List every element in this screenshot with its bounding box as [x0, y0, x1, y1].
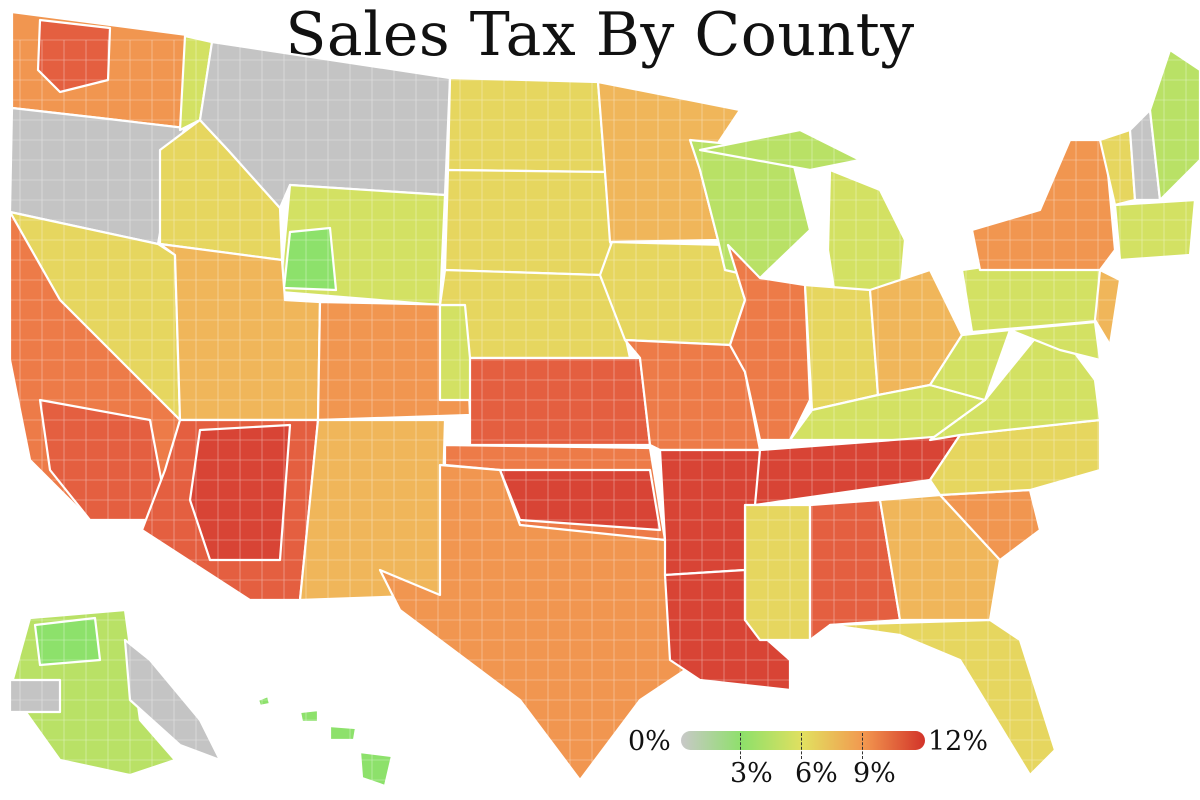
region-tennessee — [753, 433, 962, 507]
region-kansas — [468, 356, 652, 447]
map-title: Sales Tax By County — [285, 0, 915, 70]
region-alaska-low — [33, 616, 102, 667]
legend-tick-6 — [801, 733, 802, 759]
region-hawaii-3 — [328, 724, 358, 742]
region-florida — [828, 618, 1057, 777]
region-hawaii-1 — [256, 694, 272, 708]
state-regions — [8, 10, 1200, 788]
region-wyoming-low — [282, 226, 338, 292]
legend-tick-label-3: 3% — [730, 758, 773, 789]
legend-max-label: 12% — [928, 726, 989, 757]
legend-tick-label-9: 9% — [853, 758, 896, 789]
region-south-dakota — [443, 168, 614, 277]
region-hawaii-4 — [358, 750, 394, 788]
region-washington-west — [36, 18, 112, 94]
region-north-dakota — [446, 76, 607, 174]
region-hawaii-2 — [298, 708, 320, 724]
region-new-england-south — [1113, 198, 1197, 262]
region-michigan — [826, 168, 907, 297]
legend-color-bar — [681, 731, 925, 750]
region-new-mexico — [298, 418, 447, 602]
legend-tick-3 — [740, 733, 741, 759]
region-nebraska — [438, 268, 632, 360]
legend-tick-label-6: 6% — [795, 758, 838, 789]
legend-tick-9 — [862, 733, 863, 759]
region-indiana — [803, 283, 880, 412]
region-alabama — [808, 498, 902, 642]
region-new-jersey — [1093, 268, 1122, 347]
legend-min-label: 0% — [628, 726, 671, 757]
region-alaska-grey — [8, 678, 62, 714]
region-new-york — [970, 138, 1117, 272]
region-maine — [1148, 48, 1200, 202]
